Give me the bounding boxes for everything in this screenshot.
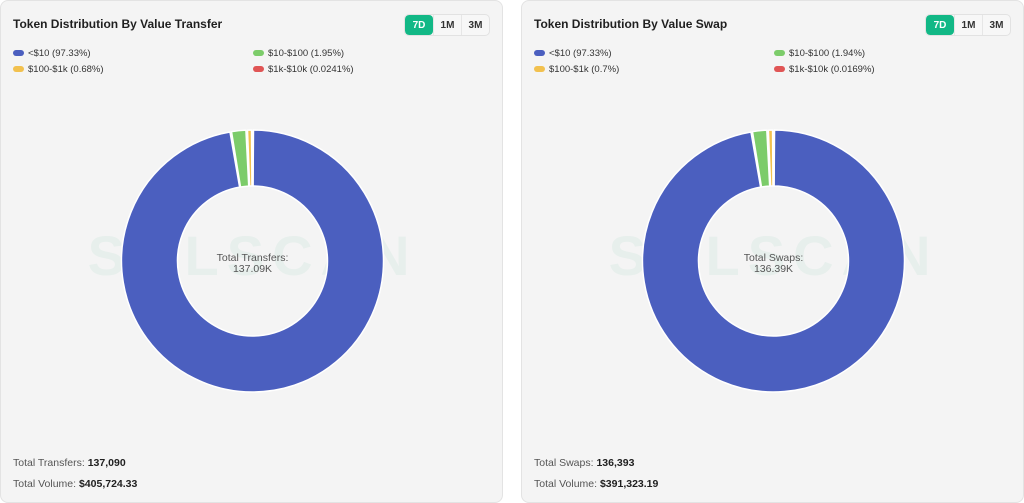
panel-title: Token Distribution By Value Swap (534, 17, 728, 31)
donut-slice-100-1k[interactable] (767, 129, 774, 187)
panel-title: Token Distribution By Value Transfer (13, 17, 223, 31)
donut-chart: SOLSCAN Total Swaps: 136.39K (522, 91, 1024, 446)
swap-distribution-panel: Token Distribution By Value Swap 7D 1M 3… (521, 0, 1024, 503)
center-label-value: 136.39K (753, 263, 794, 275)
donut-chart-svg (641, 129, 906, 393)
legend-label: <$10 (97.33%) (549, 47, 612, 59)
legend-label: $1k-$10k (0.0169%) (789, 63, 875, 75)
summary-stats: Total Swaps: 136,393 Total Volume: $391,… (534, 456, 658, 498)
legend-swatch (774, 50, 785, 56)
legend-label: <$10 (97.33%) (28, 47, 91, 59)
legend-item-100-1k[interactable]: $100-$1k (0.7%) (534, 62, 619, 76)
legend-label: $10-$100 (1.95%) (268, 47, 345, 59)
donut-center-label: Total Transfers: 137.09K (1, 253, 504, 275)
center-label-title: Total Swaps: (743, 252, 804, 264)
legend-label: $10-$100 (1.94%) (789, 47, 866, 59)
legend-swatch (534, 50, 545, 56)
legend-swatch (253, 66, 264, 72)
legend-label: $100-$1k (0.68%) (28, 63, 104, 75)
legend-item-10-100[interactable]: $10-$100 (1.94%) (774, 46, 865, 60)
legend-item-100-1k[interactable]: $100-$1k (0.68%) (13, 62, 104, 76)
legend-item-1k-10k[interactable]: $1k-$10k (0.0241%) (253, 62, 354, 76)
donut-slice-under-10[interactable] (641, 129, 906, 393)
stat-label: Total Swaps: (534, 457, 594, 469)
legend-label: $1k-$10k (0.0241%) (268, 63, 354, 75)
period-7d-button[interactable]: 7D (405, 15, 433, 35)
stat-value: $405,724.33 (78, 478, 138, 490)
legend-swatch (13, 50, 24, 56)
donut-slice-1k-10k[interactable] (773, 129, 776, 187)
donut-chart-svg (120, 129, 385, 393)
period-3m-button[interactable]: 3M (461, 15, 489, 35)
period-selector: 7D 1M 3M (404, 14, 490, 36)
donut-slice-10-100[interactable] (230, 129, 250, 188)
donut-slice-10-100[interactable] (751, 129, 771, 188)
donut-slice-under-10[interactable] (120, 129, 385, 393)
chart-legend: <$10 (97.33%) $10-$100 (1.94%) $100-$1k … (534, 46, 1014, 80)
period-1m-button[interactable]: 1M (954, 15, 982, 35)
legend-item-1k-10k[interactable]: $1k-$10k (0.0169%) (774, 62, 875, 76)
stat-label: Total Volume: (534, 478, 598, 490)
chart-legend: <$10 (97.33%) $10-$100 (1.95%) $100-$1k … (13, 46, 493, 80)
stat-label: Total Volume: (13, 478, 77, 490)
donut-slice-1k-10k[interactable] (252, 129, 255, 187)
stat-value: 136,393 (596, 457, 635, 469)
donut-chart: SOLSCAN Total Transfers: 137.09K (1, 91, 504, 446)
legend-swatch (534, 66, 545, 72)
center-label-title: Total Transfers: (216, 252, 289, 264)
stat-label: Total Transfers: (13, 457, 85, 469)
legend-item-under-10[interactable]: <$10 (97.33%) (13, 46, 91, 60)
total-transfers-stat: Total Transfers: 137,090 (13, 456, 137, 477)
donut-slice-100-1k[interactable] (246, 129, 253, 187)
center-label-value: 137.09K (232, 263, 273, 275)
total-volume-stat: Total Volume: $405,724.33 (13, 477, 137, 498)
donut-center-label: Total Swaps: 136.39K (522, 253, 1024, 275)
period-7d-button[interactable]: 7D (926, 15, 954, 35)
total-volume-stat: Total Volume: $391,323.19 (534, 477, 658, 498)
period-3m-button[interactable]: 3M (982, 15, 1010, 35)
stat-value: $391,323.19 (599, 478, 659, 490)
legend-item-10-100[interactable]: $10-$100 (1.95%) (253, 46, 344, 60)
period-selector: 7D 1M 3M (925, 14, 1011, 36)
period-1m-button[interactable]: 1M (433, 15, 461, 35)
transfer-distribution-panel: Token Distribution By Value Transfer 7D … (0, 0, 503, 503)
summary-stats: Total Transfers: 137,090 Total Volume: $… (13, 456, 137, 498)
legend-swatch (253, 50, 264, 56)
legend-swatch (774, 66, 785, 72)
legend-label: $100-$1k (0.7%) (549, 63, 620, 75)
legend-swatch (13, 66, 24, 72)
legend-item-under-10[interactable]: <$10 (97.33%) (534, 46, 612, 60)
total-swaps-stat: Total Swaps: 136,393 (534, 456, 658, 477)
stat-value: 137,090 (87, 457, 126, 469)
